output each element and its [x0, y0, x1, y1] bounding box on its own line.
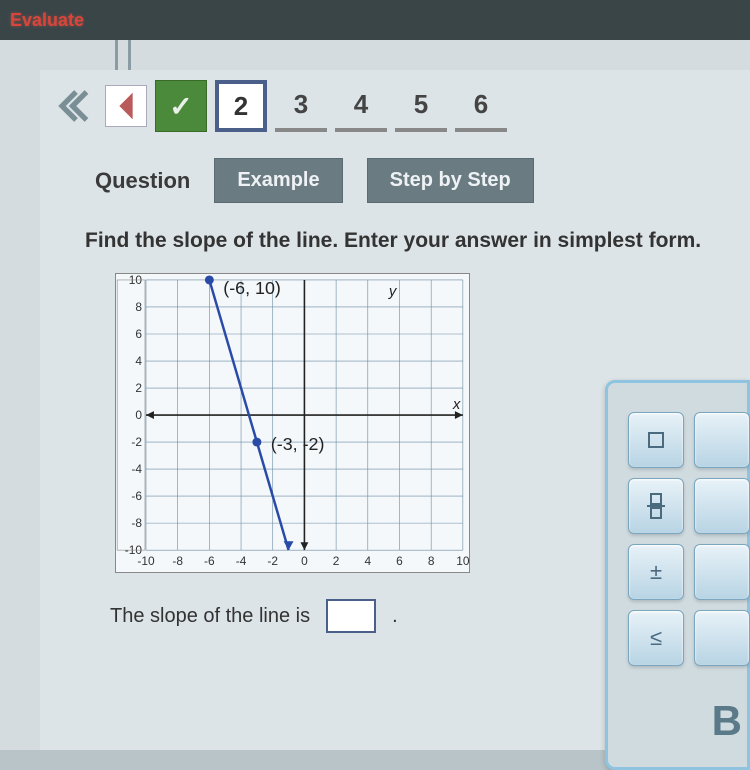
key-unknown-4[interactable] — [694, 610, 750, 666]
svg-text:-4: -4 — [131, 462, 142, 476]
question-1[interactable] — [155, 80, 207, 132]
svg-text:10: 10 — [129, 274, 143, 287]
question-5[interactable]: 5 — [395, 80, 447, 132]
tab-step-by-step[interactable]: Step by Step — [367, 158, 534, 203]
nav-back-icon[interactable] — [105, 85, 147, 127]
key-lte[interactable]: ≤ — [628, 610, 684, 666]
svg-text:-2: -2 — [267, 554, 278, 568]
svg-text:2: 2 — [135, 381, 142, 395]
nav-first-icon[interactable] — [55, 85, 97, 127]
key-unknown-2[interactable] — [694, 478, 750, 534]
svg-text:0: 0 — [135, 408, 142, 422]
key-box[interactable] — [628, 412, 684, 468]
svg-text:6: 6 — [135, 327, 142, 341]
answer-label: The slope of the line is — [110, 605, 310, 628]
svg-text:x: x — [452, 397, 461, 413]
keypad: ± ≤ — [620, 400, 750, 678]
answer-input[interactable] — [326, 599, 376, 633]
question-2[interactable]: 2 — [215, 80, 267, 132]
tab-example[interactable]: Example — [214, 158, 342, 203]
svg-text:-6: -6 — [204, 554, 215, 568]
svg-text:-8: -8 — [131, 516, 142, 530]
svg-text:10: 10 — [456, 554, 469, 568]
coordinate-graph: xy-10-8-6-4-20246810-10-8-6-4-20246810(-… — [115, 273, 470, 573]
svg-text:-2: -2 — [131, 435, 142, 449]
svg-text:-10: -10 — [137, 554, 155, 568]
key-unknown-3[interactable] — [694, 544, 750, 600]
top-bar-text: Evaluate — [10, 10, 84, 31]
svg-text:(-3, -2): (-3, -2) — [271, 434, 325, 454]
svg-text:-4: -4 — [236, 554, 247, 568]
svg-text:-6: -6 — [131, 489, 142, 503]
key-unknown-1[interactable] — [694, 412, 750, 468]
answer-period: . — [392, 605, 398, 628]
question-prompt: Find the slope of the line. Enter your a… — [85, 229, 750, 253]
svg-text:-8: -8 — [172, 554, 183, 568]
svg-text:0: 0 — [301, 554, 308, 568]
question-nav: 2 3 4 5 6 — [55, 80, 750, 132]
svg-text:8: 8 — [135, 300, 142, 314]
question-tabs: Question Example Step by Step — [95, 158, 750, 203]
svg-text:6: 6 — [396, 554, 403, 568]
tab-question[interactable]: Question — [95, 168, 190, 194]
svg-text:y: y — [388, 284, 398, 300]
svg-text:8: 8 — [428, 554, 435, 568]
key-fraction[interactable] — [628, 478, 684, 534]
key-plusminus[interactable]: ± — [628, 544, 684, 600]
question-4[interactable]: 4 — [335, 80, 387, 132]
question-3[interactable]: 3 — [275, 80, 327, 132]
svg-text:(-6, 10): (-6, 10) — [223, 278, 281, 298]
svg-text:4: 4 — [135, 354, 142, 368]
corner-letter: B — [712, 697, 742, 745]
question-6[interactable]: 6 — [455, 80, 507, 132]
svg-text:2: 2 — [333, 554, 340, 568]
svg-text:4: 4 — [364, 554, 371, 568]
